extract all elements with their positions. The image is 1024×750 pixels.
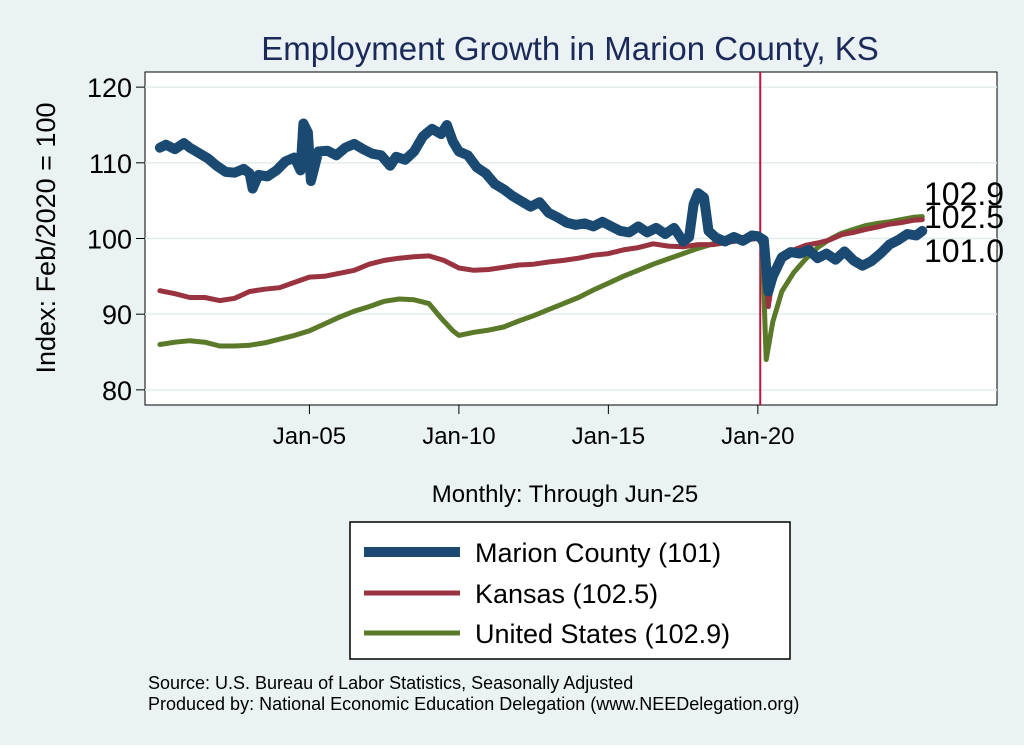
y-axis-ticks: 80 90 100 110 120 [87, 73, 145, 406]
y-axis-title: Index: Feb/2020 = 100 [31, 103, 61, 374]
chart-title: Employment Growth in Marion County, KS [261, 30, 878, 67]
end-label-1: 102.5 [924, 199, 1004, 235]
legend-entry-united-states: United States (102.9) [364, 619, 730, 649]
x-tick-label-0: Jan-05 [273, 423, 346, 450]
y-tick-label-100: 100 [87, 225, 132, 255]
produced-note: Produced by: National Economic Education… [148, 694, 799, 714]
legend-label-united-states: United States (102.9) [475, 619, 730, 649]
legend-entry-kansas: Kansas (102.5) [364, 579, 658, 609]
legend-label-kansas: Kansas (102.5) [475, 579, 658, 609]
legend-label-marion: Marion County (101) [475, 538, 721, 568]
end-label-2: 101.0 [924, 233, 1004, 269]
series-lines [154, 118, 928, 363]
y-tick-label-90: 90 [102, 300, 132, 330]
x-axis-ticks: Jan-05 Jan-10 Jan-15 Jan-20 [273, 405, 795, 450]
source-note: Source: U.S. Bureau of Labor Statistics,… [148, 673, 633, 693]
y-tick-label-110: 110 [89, 149, 132, 179]
x-tick-label-1: Jan-10 [422, 423, 495, 450]
end-label-0: 102.9 [924, 176, 1004, 212]
grid-lines [145, 86, 997, 391]
x-tick-label-2: Jan-15 [572, 423, 645, 450]
y-tick-label-120: 120 [87, 73, 132, 103]
x-tick-label-3: Jan-20 [721, 423, 794, 450]
series-line-marion-county [154, 118, 928, 297]
legend-entry-marion: Marion County (101) [364, 538, 721, 568]
series-line-kansas [157, 217, 925, 310]
y-tick-label-80: 80 [102, 376, 132, 406]
x-axis-title: Monthly: Through Jun-25 [432, 481, 698, 508]
